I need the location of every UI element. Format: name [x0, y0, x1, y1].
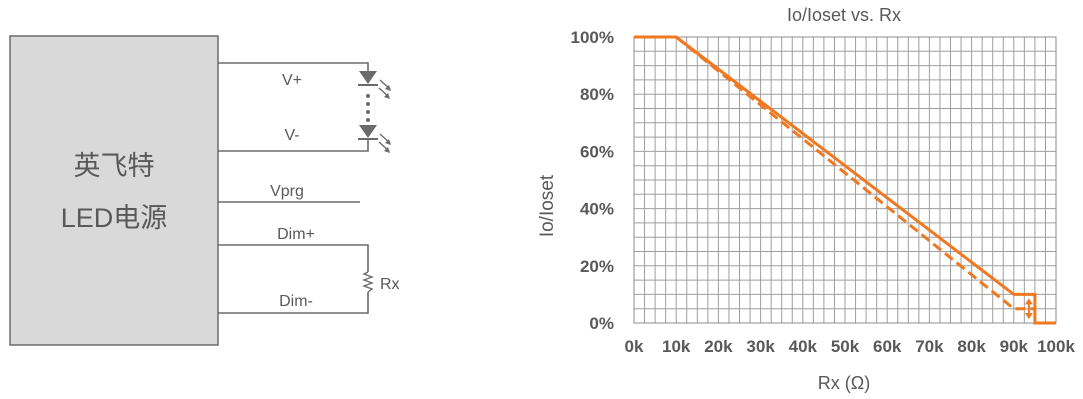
arrow-head-down — [1024, 313, 1033, 319]
dimplus-wire — [218, 244, 369, 272]
vplus-label: V+ — [282, 72, 302, 89]
x-tick-label: 50k — [831, 337, 860, 356]
x-tick-label: 80k — [957, 337, 986, 356]
arrow-head-up — [1024, 298, 1033, 305]
led-bottom-icon — [358, 125, 391, 153]
led-chain-dots — [366, 94, 370, 122]
dimplus-label: Dim+ — [277, 226, 315, 243]
x-tick-label: 20k — [704, 337, 733, 356]
x-tick-label: 0k — [625, 337, 644, 356]
led-top-icon — [358, 71, 391, 99]
vplus-wire — [218, 62, 369, 71]
dimminus-label: Dim- — [279, 293, 313, 310]
wiring-diagram: 英飞特 LED电源 V+ V- — [9, 35, 400, 346]
chart: Io/Ioset vs. Rx Rx (Ω) Io/Ioset 0k 10k 20k… — [537, 5, 1075, 393]
tick-labels: 0k 10k 20k 30k 40k 50k 60k 70k 80k 90k 100k 0% 20% 40… — [571, 28, 1076, 356]
series-line-dashed — [675, 35, 1035, 311]
x-tick-label: 90k — [1000, 337, 1029, 356]
series — [634, 35, 1056, 325]
y-tick-label: 60% — [580, 142, 614, 161]
resistor-label: Rx — [380, 276, 400, 293]
led-driver-box — [9, 35, 219, 346]
y-axis-label: Io/Ioset — [537, 174, 558, 237]
y-tick-label: 0% — [589, 314, 614, 333]
dimminus-wire — [218, 292, 369, 314]
driver-name-line2: LED电源 — [61, 203, 168, 233]
x-tick-label: 30k — [746, 337, 775, 356]
x-axis-label: Rx (Ω) — [818, 373, 870, 393]
x-tick-label: 100k — [1037, 337, 1075, 356]
y-tick-label: 20% — [580, 257, 614, 276]
x-tick-label: 10k — [662, 337, 691, 356]
plot-frame — [633, 36, 1057, 324]
y-tick-label: 40% — [580, 200, 614, 219]
series-line-solid — [634, 35, 1056, 325]
resistor-icon — [362, 271, 374, 293]
vminus-wire — [218, 139, 369, 152]
y-tick-label: 100% — [571, 28, 614, 47]
vminus-label: V- — [284, 127, 299, 144]
x-tick-label: 60k — [873, 337, 902, 356]
driver-name-line1: 英飞特 — [74, 151, 155, 181]
x-tick-label: 70k — [915, 337, 944, 356]
x-tick-label: 40k — [789, 337, 818, 356]
y-tick-label: 80% — [580, 85, 614, 104]
vprg-label: Vprg — [270, 183, 304, 200]
chart-title: Io/Ioset vs. Rx — [787, 5, 901, 25]
